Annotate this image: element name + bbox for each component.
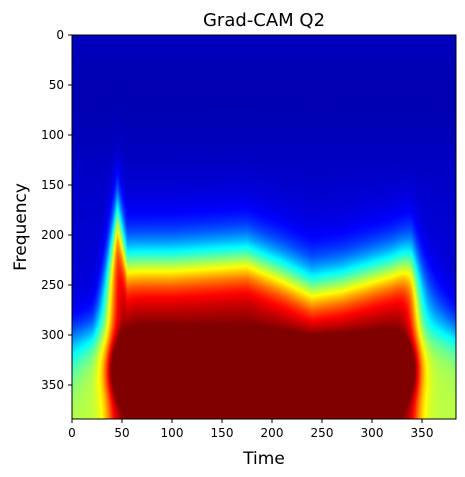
- x-tick-label: 300: [361, 426, 384, 440]
- y-tick-label: 350: [41, 378, 64, 392]
- x-tick-label: 200: [261, 426, 284, 440]
- y-tick-label: 100: [41, 128, 64, 142]
- y-tick-label: 150: [41, 178, 64, 192]
- y-tick-label: 250: [41, 278, 64, 292]
- y-tick-label: 200: [41, 228, 64, 242]
- chart-title: Grad-CAM Q2: [203, 10, 325, 31]
- plot-frame: [71, 34, 457, 420]
- x-tick-label: 50: [114, 426, 129, 440]
- x-tick-label: 250: [311, 426, 334, 440]
- y-tick-label: 300: [41, 328, 64, 342]
- y-tick-label: 0: [56, 28, 64, 42]
- x-tick-label: 0: [68, 426, 76, 440]
- x-tick-label: 100: [161, 426, 184, 440]
- y-axis: 0 50 100 150 200 250 300 350: [41, 28, 72, 392]
- x-axis: 0 50 100 150 200 250 300 350: [68, 419, 433, 440]
- y-axis-label: Frequency: [11, 183, 31, 271]
- x-tick-label: 350: [411, 426, 434, 440]
- y-tick-label: 50: [49, 78, 64, 92]
- plot-area: [71, 34, 457, 420]
- heatmap-image: [72, 35, 456, 419]
- x-axis-label: Time: [242, 449, 285, 469]
- x-tick-label: 150: [211, 426, 234, 440]
